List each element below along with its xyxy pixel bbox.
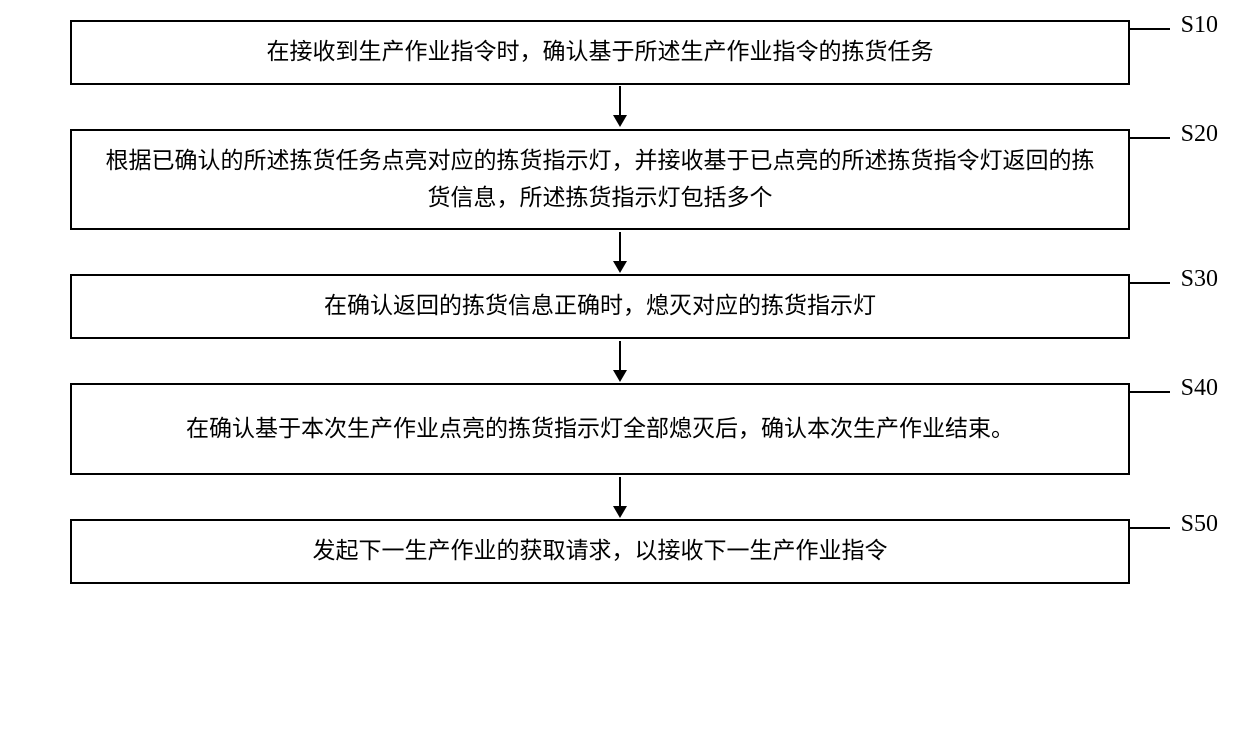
step-s50-container: 发起下一生产作业的获取请求，以接收下一生产作业指令 S50 [70,519,1170,584]
step-s40-text: 在确认基于本次生产作业点亮的拣货指示灯全部熄灭后，确认本次生产作业结束。 [186,411,1014,448]
arrow-line [619,477,621,507]
connector-s50 [1130,527,1170,529]
arrow-line [619,86,621,116]
arrow-s30-s40 [613,339,627,383]
step-s10-box: 在接收到生产作业指令时，确认基于所述生产作业指令的拣货任务 [70,20,1130,85]
connector-s40 [1130,391,1170,393]
step-s20-box: 根据已确认的所述拣货任务点亮对应的拣货指示灯，并接收基于已点亮的所述拣货指令灯返… [70,129,1130,231]
step-s50-box: 发起下一生产作业的获取请求，以接收下一生产作业指令 [70,519,1130,584]
arrow-s20-s30 [613,230,627,274]
step-s20-text: 根据已确认的所述拣货任务点亮对应的拣货指示灯，并接收基于已点亮的所述拣货指令灯返… [102,143,1098,217]
step-s40-box: 在确认基于本次生产作业点亮的拣货指示灯全部熄灭后，确认本次生产作业结束。 [70,383,1130,475]
arrow-s40-s50 [613,475,627,519]
connector-s30 [1130,282,1170,284]
arrow-line [619,232,621,262]
step-s30-box: 在确认返回的拣货信息正确时，熄灭对应的拣货指示灯 [70,274,1130,339]
step-s10-text: 在接收到生产作业指令时，确认基于所述生产作业指令的拣货任务 [267,34,934,71]
step-s20-container: 根据已确认的所述拣货任务点亮对应的拣货指示灯，并接收基于已点亮的所述拣货指令灯返… [70,129,1170,231]
arrow-head-icon [613,370,627,382]
step-s40-label: S40 [1181,375,1218,402]
connector-s10 [1130,28,1170,30]
step-s50-label: S50 [1181,511,1218,538]
arrow-head-icon [613,115,627,127]
step-s10-label: S10 [1181,12,1218,39]
arrow-line [619,341,621,371]
step-s30-label: S30 [1181,266,1218,293]
arrow-s10-s20 [613,85,627,129]
step-s30-container: 在确认返回的拣货信息正确时，熄灭对应的拣货指示灯 S30 [70,274,1170,339]
flowchart-container: 在接收到生产作业指令时，确认基于所述生产作业指令的拣货任务 S10 根据已确认的… [70,20,1170,584]
step-s20-label: S20 [1181,121,1218,148]
arrow-head-icon [613,261,627,273]
arrow-head-icon [613,506,627,518]
connector-s20 [1130,137,1170,139]
step-s30-text: 在确认返回的拣货信息正确时，熄灭对应的拣货指示灯 [324,288,876,325]
step-s40-container: 在确认基于本次生产作业点亮的拣货指示灯全部熄灭后，确认本次生产作业结束。 S40 [70,383,1170,475]
step-s50-text: 发起下一生产作业的获取请求，以接收下一生产作业指令 [313,533,888,570]
step-s10-container: 在接收到生产作业指令时，确认基于所述生产作业指令的拣货任务 S10 [70,20,1170,85]
